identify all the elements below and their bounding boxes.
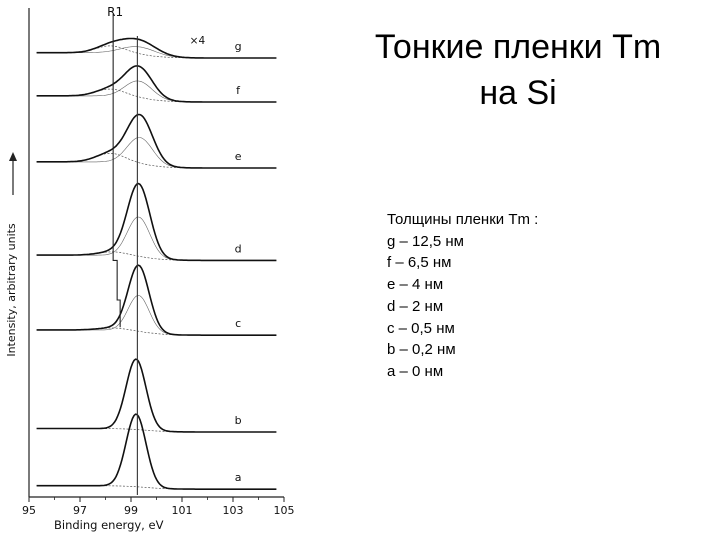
series-label-c: c	[235, 317, 241, 330]
thickness-item-f: f – 6,5 нм	[387, 254, 452, 272]
spectrum-b	[36, 358, 277, 433]
chart-axes	[9, 8, 285, 502]
series-label-f: f	[236, 84, 241, 97]
slide-title-line-1: Тонкие пленки Tm	[374, 28, 662, 66]
fit-component-f	[36, 80, 277, 103]
thickness-item-b: b – 0,2 нм	[387, 341, 456, 359]
multiplier-label: ×4	[190, 35, 206, 47]
r1-marker-line	[112, 14, 121, 328]
thickness-item-e: e – 4 нм	[387, 276, 444, 294]
spectrum-a	[36, 413, 277, 490]
xps-spectra-chart: 95 97 99 101 103 105 Binding energy, eV Intensi…	[5, 5, 295, 532]
spectrum-f	[36, 65, 277, 103]
r1-marker-label: R1	[107, 5, 123, 19]
thickness-item-d: d – 2 нм	[387, 297, 444, 315]
chart-labels: 95 97 99 101 103 105 Binding energy, eV Intensi…	[5, 5, 295, 532]
thickness-item-a: a – 0 нм	[387, 362, 444, 380]
x-axis-label: Binding energy, eV	[54, 518, 164, 532]
y-arrow-head	[9, 152, 17, 161]
series-label-d: d	[235, 242, 242, 255]
slide-title-line-2: на Si	[479, 74, 557, 112]
thickness-list: Толщины пленки Tm : g – 12,5 нм f – 6,5 …	[387, 209, 538, 383]
x-tick-label-95: 95	[22, 504, 36, 517]
x-tick-label-101: 101	[172, 504, 193, 517]
series-label-a: a	[235, 471, 242, 484]
spectrum-c	[36, 264, 277, 336]
x-tick-label-99: 99	[124, 504, 138, 517]
x-tick-label-105: 105	[274, 504, 295, 517]
spectrum-g	[36, 37, 277, 59]
thickness-item-g: g – 12,5 нм	[387, 232, 464, 250]
thickness-heading: Толщины пленки Tm :	[387, 211, 539, 228]
slide-title: Тонкие пленки Tm на Si	[316, 24, 720, 116]
spectra-curves	[36, 37, 277, 490]
y-axis-label: Intensity, arbitrary units	[5, 223, 18, 357]
x-tick-label-97: 97	[73, 504, 87, 517]
spectrum-d	[36, 182, 277, 262]
series-label-g: g	[235, 40, 242, 53]
x-tick-label-103: 103	[223, 504, 244, 517]
series-label-b: b	[235, 414, 242, 427]
spectrum-e	[36, 113, 277, 169]
series-label-e: e	[235, 150, 242, 163]
thickness-item-c: c – 0,5 нм	[387, 319, 455, 337]
